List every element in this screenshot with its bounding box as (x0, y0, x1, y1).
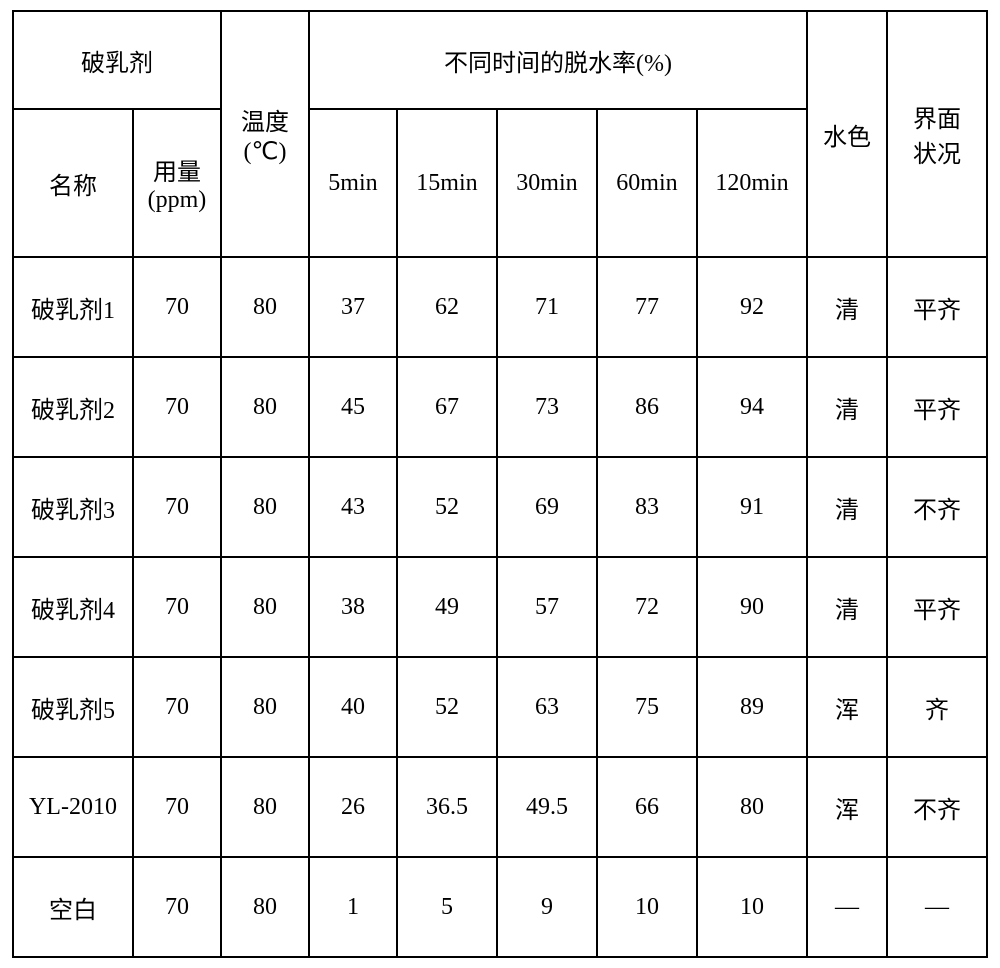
cell-val-5min: 43 (309, 457, 397, 557)
table-row: 破乳剂370804352698391清不齐 (13, 457, 987, 557)
dehydration-rate-table: 破乳剂 温度(℃) 不同时间的脱水率(%) 水色 界面状况 名称 用量(ppm)… (12, 10, 988, 958)
cell-name: 破乳剂1 (13, 257, 133, 357)
table-row: YL-201070802636.549.56680浑不齐 (13, 757, 987, 857)
cell-val-5min: 45 (309, 357, 397, 457)
cell-dosage: 70 (133, 857, 221, 957)
cell-dosage: 70 (133, 557, 221, 657)
cell-name: 空白 (13, 857, 133, 957)
cell-val-15min: 52 (397, 457, 497, 557)
cell-name: 破乳剂3 (13, 457, 133, 557)
col-header-name: 名称 (13, 109, 133, 257)
cell-dosage: 70 (133, 457, 221, 557)
cell-val-60min: 66 (597, 757, 697, 857)
cell-water-color: — (807, 857, 887, 957)
cell-val-120min: 10 (697, 857, 807, 957)
cell-val-5min: 26 (309, 757, 397, 857)
cell-water-color: 浑 (807, 657, 887, 757)
cell-val-120min: 80 (697, 757, 807, 857)
cell-val-5min: 40 (309, 657, 397, 757)
cell-val-120min: 91 (697, 457, 807, 557)
cell-val-60min: 10 (597, 857, 697, 957)
cell-val-120min: 90 (697, 557, 807, 657)
cell-dosage: 70 (133, 257, 221, 357)
col-header-time-30min: 30min (497, 109, 597, 257)
table-row: 破乳剂170803762717792清平齐 (13, 257, 987, 357)
cell-val-60min: 83 (597, 457, 697, 557)
cell-val-15min: 52 (397, 657, 497, 757)
table-row: 破乳剂570804052637589浑齐 (13, 657, 987, 757)
col-header-interface-state: 界面状况 (887, 11, 987, 257)
cell-water-color: 清 (807, 357, 887, 457)
cell-temperature: 80 (221, 857, 309, 957)
cell-val-120min: 94 (697, 357, 807, 457)
col-header-time-60min: 60min (597, 109, 697, 257)
cell-interface-state: 平齐 (887, 357, 987, 457)
header-row-1: 破乳剂 温度(℃) 不同时间的脱水率(%) 水色 界面状况 (13, 11, 987, 109)
cell-temperature: 80 (221, 357, 309, 457)
col-header-time-120min: 120min (697, 109, 807, 257)
cell-val-120min: 89 (697, 657, 807, 757)
cell-val-60min: 72 (597, 557, 697, 657)
cell-val-15min: 5 (397, 857, 497, 957)
cell-name: 破乳剂2 (13, 357, 133, 457)
col-header-water-color: 水色 (807, 11, 887, 257)
col-header-temperature: 温度(℃) (221, 11, 309, 257)
cell-val-15min: 67 (397, 357, 497, 457)
cell-val-30min: 73 (497, 357, 597, 457)
cell-temperature: 80 (221, 257, 309, 357)
cell-val-15min: 36.5 (397, 757, 497, 857)
col-header-time-15min: 15min (397, 109, 497, 257)
cell-temperature: 80 (221, 657, 309, 757)
cell-temperature: 80 (221, 757, 309, 857)
cell-water-color: 清 (807, 257, 887, 357)
cell-name: YL-2010 (13, 757, 133, 857)
cell-val-60min: 86 (597, 357, 697, 457)
cell-interface-state: — (887, 857, 987, 957)
cell-water-color: 浑 (807, 757, 887, 857)
cell-val-5min: 38 (309, 557, 397, 657)
cell-interface-state: 平齐 (887, 557, 987, 657)
cell-dosage: 70 (133, 657, 221, 757)
cell-val-30min: 57 (497, 557, 597, 657)
cell-name: 破乳剂5 (13, 657, 133, 757)
cell-val-15min: 49 (397, 557, 497, 657)
cell-val-30min: 69 (497, 457, 597, 557)
cell-temperature: 80 (221, 457, 309, 557)
cell-interface-state: 不齐 (887, 457, 987, 557)
cell-dosage: 70 (133, 757, 221, 857)
table-body: 破乳剂170803762717792清平齐破乳剂270804567738694清… (13, 257, 987, 957)
cell-val-30min: 49.5 (497, 757, 597, 857)
cell-val-60min: 75 (597, 657, 697, 757)
col-header-demulsifier-group: 破乳剂 (13, 11, 221, 109)
table-row: 破乳剂270804567738694清平齐 (13, 357, 987, 457)
cell-water-color: 清 (807, 557, 887, 657)
cell-dosage: 70 (133, 357, 221, 457)
cell-val-15min: 62 (397, 257, 497, 357)
col-header-dosage: 用量(ppm) (133, 109, 221, 257)
cell-interface-state: 不齐 (887, 757, 987, 857)
cell-val-30min: 71 (497, 257, 597, 357)
cell-temperature: 80 (221, 557, 309, 657)
cell-val-120min: 92 (697, 257, 807, 357)
cell-val-30min: 9 (497, 857, 597, 957)
col-header-time-5min: 5min (309, 109, 397, 257)
cell-val-5min: 1 (309, 857, 397, 957)
cell-val-60min: 77 (597, 257, 697, 357)
cell-val-30min: 63 (497, 657, 597, 757)
cell-interface-state: 齐 (887, 657, 987, 757)
cell-name: 破乳剂4 (13, 557, 133, 657)
cell-interface-state: 平齐 (887, 257, 987, 357)
col-header-dehydration-group: 不同时间的脱水率(%) (309, 11, 807, 109)
table-row: 破乳剂470803849577290清平齐 (13, 557, 987, 657)
cell-val-5min: 37 (309, 257, 397, 357)
cell-water-color: 清 (807, 457, 887, 557)
table-row: 空白70801591010—— (13, 857, 987, 957)
